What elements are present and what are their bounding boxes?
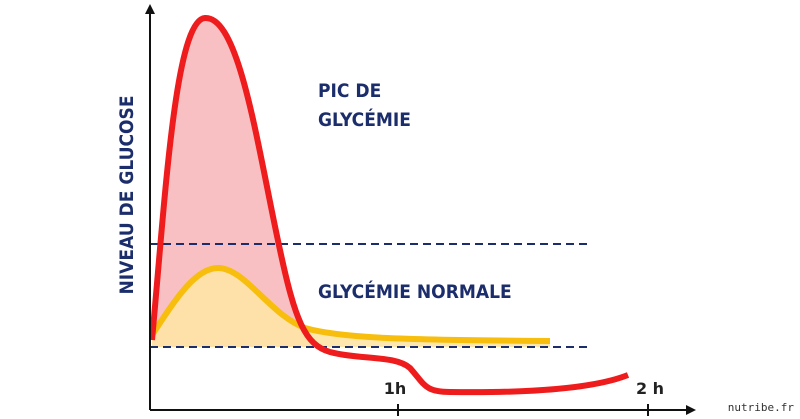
source: nutribe.fr [728, 401, 795, 414]
annotation: PIC DE [318, 80, 381, 102]
y-arrow [145, 4, 155, 14]
peak-area [152, 17, 318, 347]
x-tick-label: 1h [384, 379, 407, 398]
x-arrow [686, 405, 696, 415]
normal-curve [149, 264, 551, 344]
x-tick-label: 2 h [636, 379, 664, 398]
annotation: GLYCÉMIE NORMALE [318, 280, 512, 303]
annotation: GLYCÉMIE [318, 108, 411, 131]
peak-curve [149, 14, 630, 396]
y-axis-label: NIVEAU DE GLUCOSE [116, 95, 138, 294]
